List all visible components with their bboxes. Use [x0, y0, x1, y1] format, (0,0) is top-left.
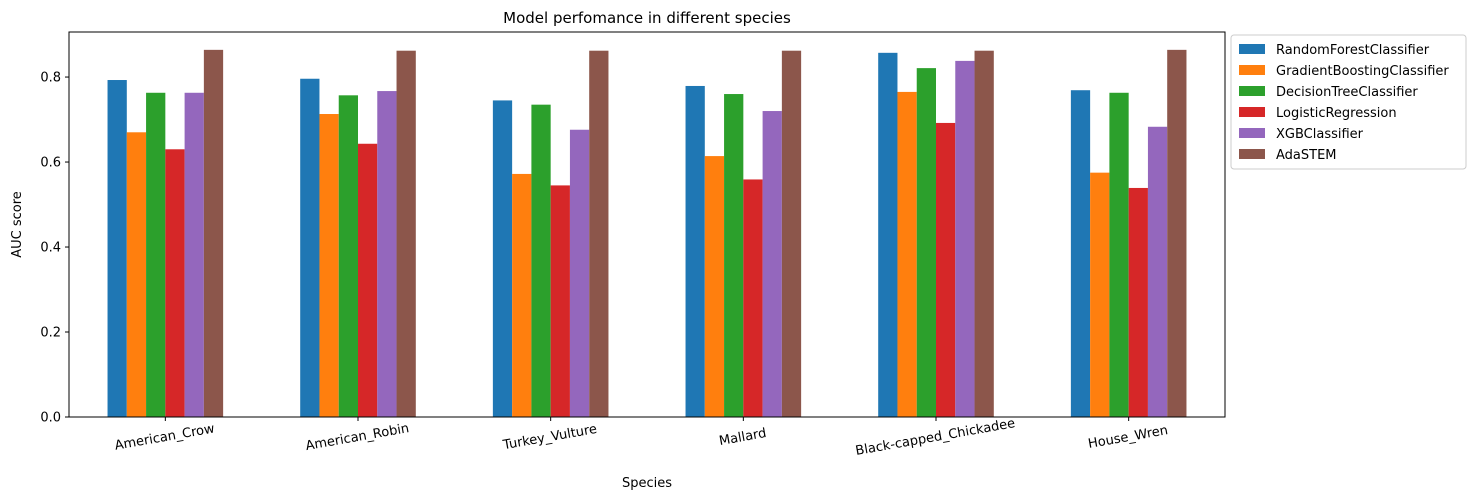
bar-House_Wren-RandomForestClassifier [1070, 90, 1091, 417]
bar-American_Crow-XGBClassifier [184, 92, 204, 418]
y-tick-label: 0.8 [40, 71, 61, 86]
bar-Turkey_Vulture-XGBClassifier [569, 129, 590, 417]
bar-American_Crow-LogisticRegression [165, 149, 185, 417]
legend-box [1230, 34, 1467, 170]
legend-label: AdaSTEM [1276, 148, 1337, 163]
bar-American_Robin-GradientBoostingClassifier [319, 114, 339, 418]
y-tick-label: 0.6 [40, 156, 61, 171]
legend-swatch [1239, 86, 1265, 96]
bar-Turkey_Vulture-AdaSTEM [589, 50, 609, 417]
legend-swatch [1239, 149, 1265, 159]
bar-Turkey_Vulture-DecisionTreeClassifier [531, 104, 551, 418]
bar-Black-capped_Chickadee-XGBClassifier [955, 60, 975, 418]
bar-Turkey_Vulture-GradientBoostingClassifier [512, 173, 532, 417]
legend-label: XGBClassifier [1276, 127, 1364, 142]
bar-Mallard-DecisionTreeClassifier [724, 94, 744, 418]
bar-American_Robin-LogisticRegression [358, 143, 378, 417]
bar-American_Crow-AdaSTEM [203, 49, 224, 417]
legend-label: LogisticRegression [1276, 106, 1397, 121]
y-tick-label: 0.0 [40, 411, 61, 426]
legend-label: RandomForestClassifier [1276, 43, 1430, 58]
bar-Mallard-RandomForestClassifier [685, 85, 705, 418]
bar-Turkey_Vulture-LogisticRegression [550, 185, 570, 417]
bar-American_Robin-RandomForestClassifier [300, 78, 320, 417]
bar-Black-capped_Chickadee-LogisticRegression [936, 122, 956, 418]
bar-Mallard-XGBClassifier [762, 111, 782, 417]
bar-House_Wren-GradientBoostingClassifier [1090, 172, 1110, 417]
y-tick-label: 0.4 [40, 241, 61, 256]
legend-swatch [1239, 107, 1265, 117]
bar-Black-capped_Chickadee-DecisionTreeClassifier [916, 68, 936, 418]
bar-Turkey_Vulture-RandomForestClassifier [492, 100, 513, 418]
legend-swatch [1239, 65, 1265, 75]
y-tick-label: 0.2 [40, 326, 61, 341]
legend: RandomForestClassifier GradientBoostingCl… [1230, 34, 1467, 170]
bar-American_Crow-GradientBoostingClassifier [126, 132, 147, 417]
x-axis-label: Species [622, 476, 672, 491]
bar-Mallard-LogisticRegression [743, 179, 763, 417]
plot-frame [68, 31, 1226, 418]
y-axis: 0.0 0.2 0.4 0.6 0.8 [40, 71, 69, 426]
bar-Mallard-GradientBoostingClassifier [704, 156, 725, 417]
bar-American_Crow-DecisionTreeClassifier [146, 92, 166, 418]
bar-American_Crow-RandomForestClassifier [107, 80, 127, 417]
bar-Black-capped_Chickadee-GradientBoostingClassifier [897, 91, 917, 417]
bar-House_Wren-XGBClassifier [1147, 126, 1168, 417]
legend-swatch [1239, 44, 1265, 54]
legend-swatch [1239, 128, 1265, 138]
y-axis-label: AUC score [10, 191, 25, 258]
bar-House_Wren-LogisticRegression [1128, 187, 1148, 417]
bar-American_Robin-XGBClassifier [377, 91, 397, 418]
bar-Black-capped_Chickadee-AdaSTEM [974, 50, 994, 417]
bar-American_Robin-DecisionTreeClassifier [338, 95, 358, 418]
bar-Black-capped_Chickadee-RandomForestClassifier [878, 52, 898, 417]
legend-label: DecisionTreeClassifier [1276, 85, 1418, 100]
bar-House_Wren-AdaSTEM [1167, 49, 1187, 417]
legend-label: GradientBoostingClassifier [1276, 64, 1449, 79]
bars-layer [107, 49, 1187, 418]
bar-Mallard-AdaSTEM [781, 50, 802, 417]
bar-House_Wren-DecisionTreeClassifier [1109, 92, 1129, 418]
chart-title: Model perfomance in different species [503, 9, 791, 27]
bar-American_Robin-AdaSTEM [396, 50, 416, 417]
